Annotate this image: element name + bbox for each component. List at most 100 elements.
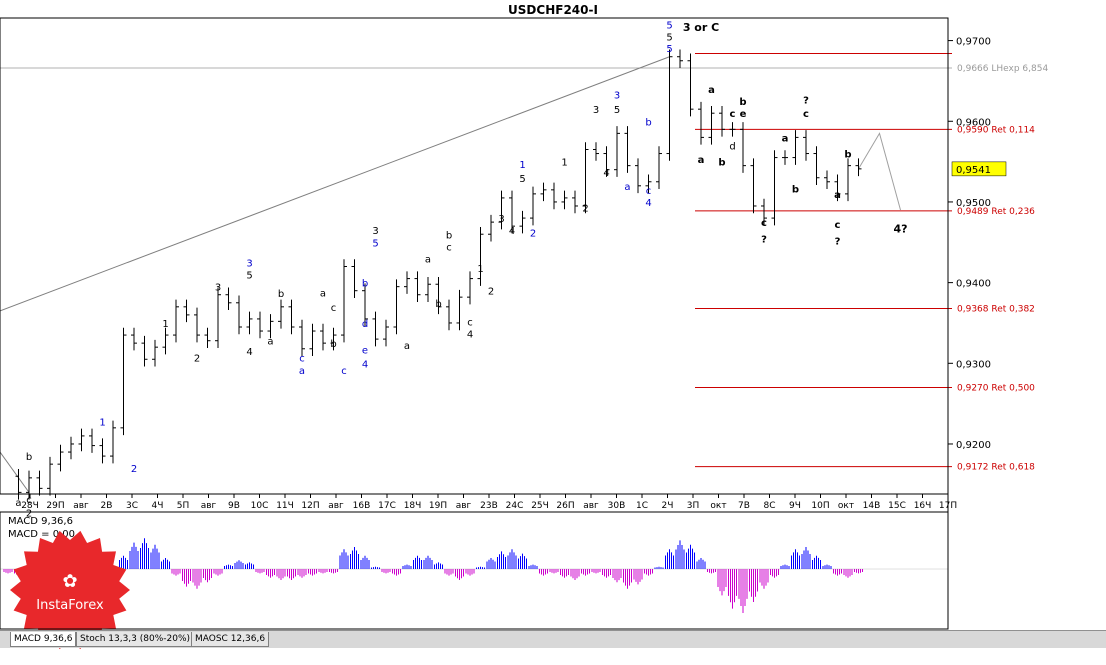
price-tick-label: 0,9300	[956, 359, 991, 370]
wave-label: 4	[603, 168, 609, 179]
time-tick-label: авг	[201, 501, 217, 511]
channel-line-upper	[0, 56, 670, 312]
price-axis[interactable]: 0,9700 0,9600 0,9500 0,9400 0,9300 0,9200 0,95…	[948, 37, 1007, 451]
wave-label: 4	[645, 198, 651, 209]
wave-label: 5	[666, 33, 672, 44]
chart-title: USDCHF240-I	[508, 3, 598, 17]
tab-macd[interactable]: MACD 9,36,6	[10, 632, 77, 647]
time-tick-label: окт	[838, 501, 854, 511]
time-tick-label: 18Ч	[404, 501, 422, 511]
channel-line-lower	[0, 451, 30, 493]
wave-label: c	[646, 186, 652, 197]
price-tick-label: 0,9700	[956, 37, 991, 48]
time-tick-label: 3С	[126, 501, 138, 511]
wave-label: a	[698, 155, 705, 166]
wave-label: c	[803, 109, 809, 120]
wave-label: 5	[519, 174, 525, 185]
fib-level-label: 0,9172 Ret 0,618	[957, 463, 1035, 473]
wave-label: d	[362, 319, 368, 330]
time-tick-label: 28Ч	[21, 501, 39, 511]
wave-label: a	[624, 182, 630, 193]
time-tick-label: 9Ч	[789, 501, 801, 511]
price-tick-label: 0,9600	[956, 117, 991, 128]
wave-labels: a c2b12123354abcaabcce4db35aacbbc41234152…	[15, 20, 907, 519]
time-tick-label: 2Ч	[662, 501, 674, 511]
time-tick-label: 10С	[251, 501, 269, 511]
time-tick-label: 3П	[687, 501, 700, 511]
time-tick-label: 4Ч	[152, 501, 164, 511]
macd-value-label: MACD = 0.00	[8, 529, 75, 540]
wave-label: 1	[477, 264, 483, 275]
wave-label: 4?	[893, 223, 907, 236]
wave-label: a	[834, 190, 841, 201]
wave-label: c	[26, 495, 32, 506]
indicator-tab-bar: MACD 9,36,6 Stoch 13,3,3 (80%-20%) MAOSC…	[0, 630, 1106, 648]
wave-label: 5	[614, 105, 620, 116]
price-tick-label: 0,9500	[956, 198, 991, 209]
wave-label: c	[341, 366, 347, 377]
wave-label: b	[718, 158, 725, 169]
wave-label: 5	[666, 44, 672, 55]
time-tick-label: 1С	[636, 501, 648, 511]
wave-label: 5	[246, 271, 252, 282]
logo-badge	[10, 530, 130, 650]
time-tick-label: 24С	[506, 501, 524, 511]
time-tick-label: 10П	[811, 501, 829, 511]
wave-label: a	[708, 85, 715, 96]
wave-label: 2	[131, 464, 137, 475]
wave-label: b	[844, 150, 851, 161]
macd-panel-label: MACD 9,36,6	[8, 516, 73, 527]
wave-label: b	[739, 97, 746, 108]
wave-label: b	[792, 184, 799, 195]
time-tick-label: авг	[456, 501, 472, 511]
logo-icon: ✿	[62, 571, 77, 592]
wave-label: a	[404, 341, 410, 352]
wave-label: 2	[488, 287, 494, 298]
wave-label: 3	[498, 214, 504, 225]
tab-stochastic[interactable]: Stoch 13,3,3 (80%-20%)	[76, 632, 195, 647]
wave-label: 4	[246, 347, 252, 358]
wave-label: c	[761, 218, 767, 229]
wave-label: 3	[593, 105, 599, 116]
fib-level-label: 0,9270 Ret 0,500	[957, 384, 1035, 394]
time-axis[interactable]: 28Ч 29П авг 2В 3С 4Ч 5П авг 9В 10С 11Ч 12П авг 16В 17С…	[21, 494, 957, 511]
wave-label: 3 or C	[683, 21, 719, 34]
wave-label: ?	[803, 96, 809, 107]
time-tick-label: 5П	[177, 501, 190, 511]
wave-label: 2	[194, 354, 200, 365]
price-bars	[15, 49, 862, 500]
wave-label: c	[331, 303, 337, 314]
tab-maosc[interactable]: MAOSC 12,36,6	[191, 632, 270, 647]
wave-label: b	[446, 230, 452, 241]
wave-label: 3	[372, 226, 378, 237]
wave-label: e	[740, 109, 747, 120]
trend-lines	[0, 56, 901, 493]
wave-label: a	[425, 254, 431, 265]
time-tick-label: 7В	[738, 501, 750, 511]
time-tick-label: 16В	[353, 501, 371, 511]
price-tick-label: 0,9200	[956, 440, 991, 451]
wave-label: 3	[246, 258, 252, 269]
wave-label: e	[362, 346, 368, 357]
current-price-label: 0,9541	[956, 165, 991, 176]
time-tick-label: 29П	[46, 501, 64, 511]
wave-label: 5	[372, 238, 378, 249]
wave-label: 4	[362, 359, 368, 370]
fibonacci-levels: 0,9590 Ret 0,114 0,9489 Ret 0,236 0,9368 R…	[0, 52, 1048, 473]
time-tick-label: 30В	[608, 501, 626, 511]
time-tick-label: авг	[583, 501, 599, 511]
logo-text: InstaForex	[36, 598, 104, 613]
instaforex-logo: InstaForex ✿	[10, 530, 130, 650]
horizontal-marker-label: 0,9666 LHexp 6,854	[957, 64, 1048, 74]
time-tick-label: 19П	[429, 501, 447, 511]
wave-label: a	[320, 288, 326, 299]
wave-label: a	[15, 498, 21, 509]
wave-label: b	[362, 279, 368, 290]
time-tick-label: окт	[710, 501, 726, 511]
time-tick-label: авг	[73, 501, 89, 511]
time-tick-label: 2В	[101, 501, 113, 511]
wave-label: 3	[215, 283, 221, 294]
wave-label: 5	[666, 20, 672, 31]
